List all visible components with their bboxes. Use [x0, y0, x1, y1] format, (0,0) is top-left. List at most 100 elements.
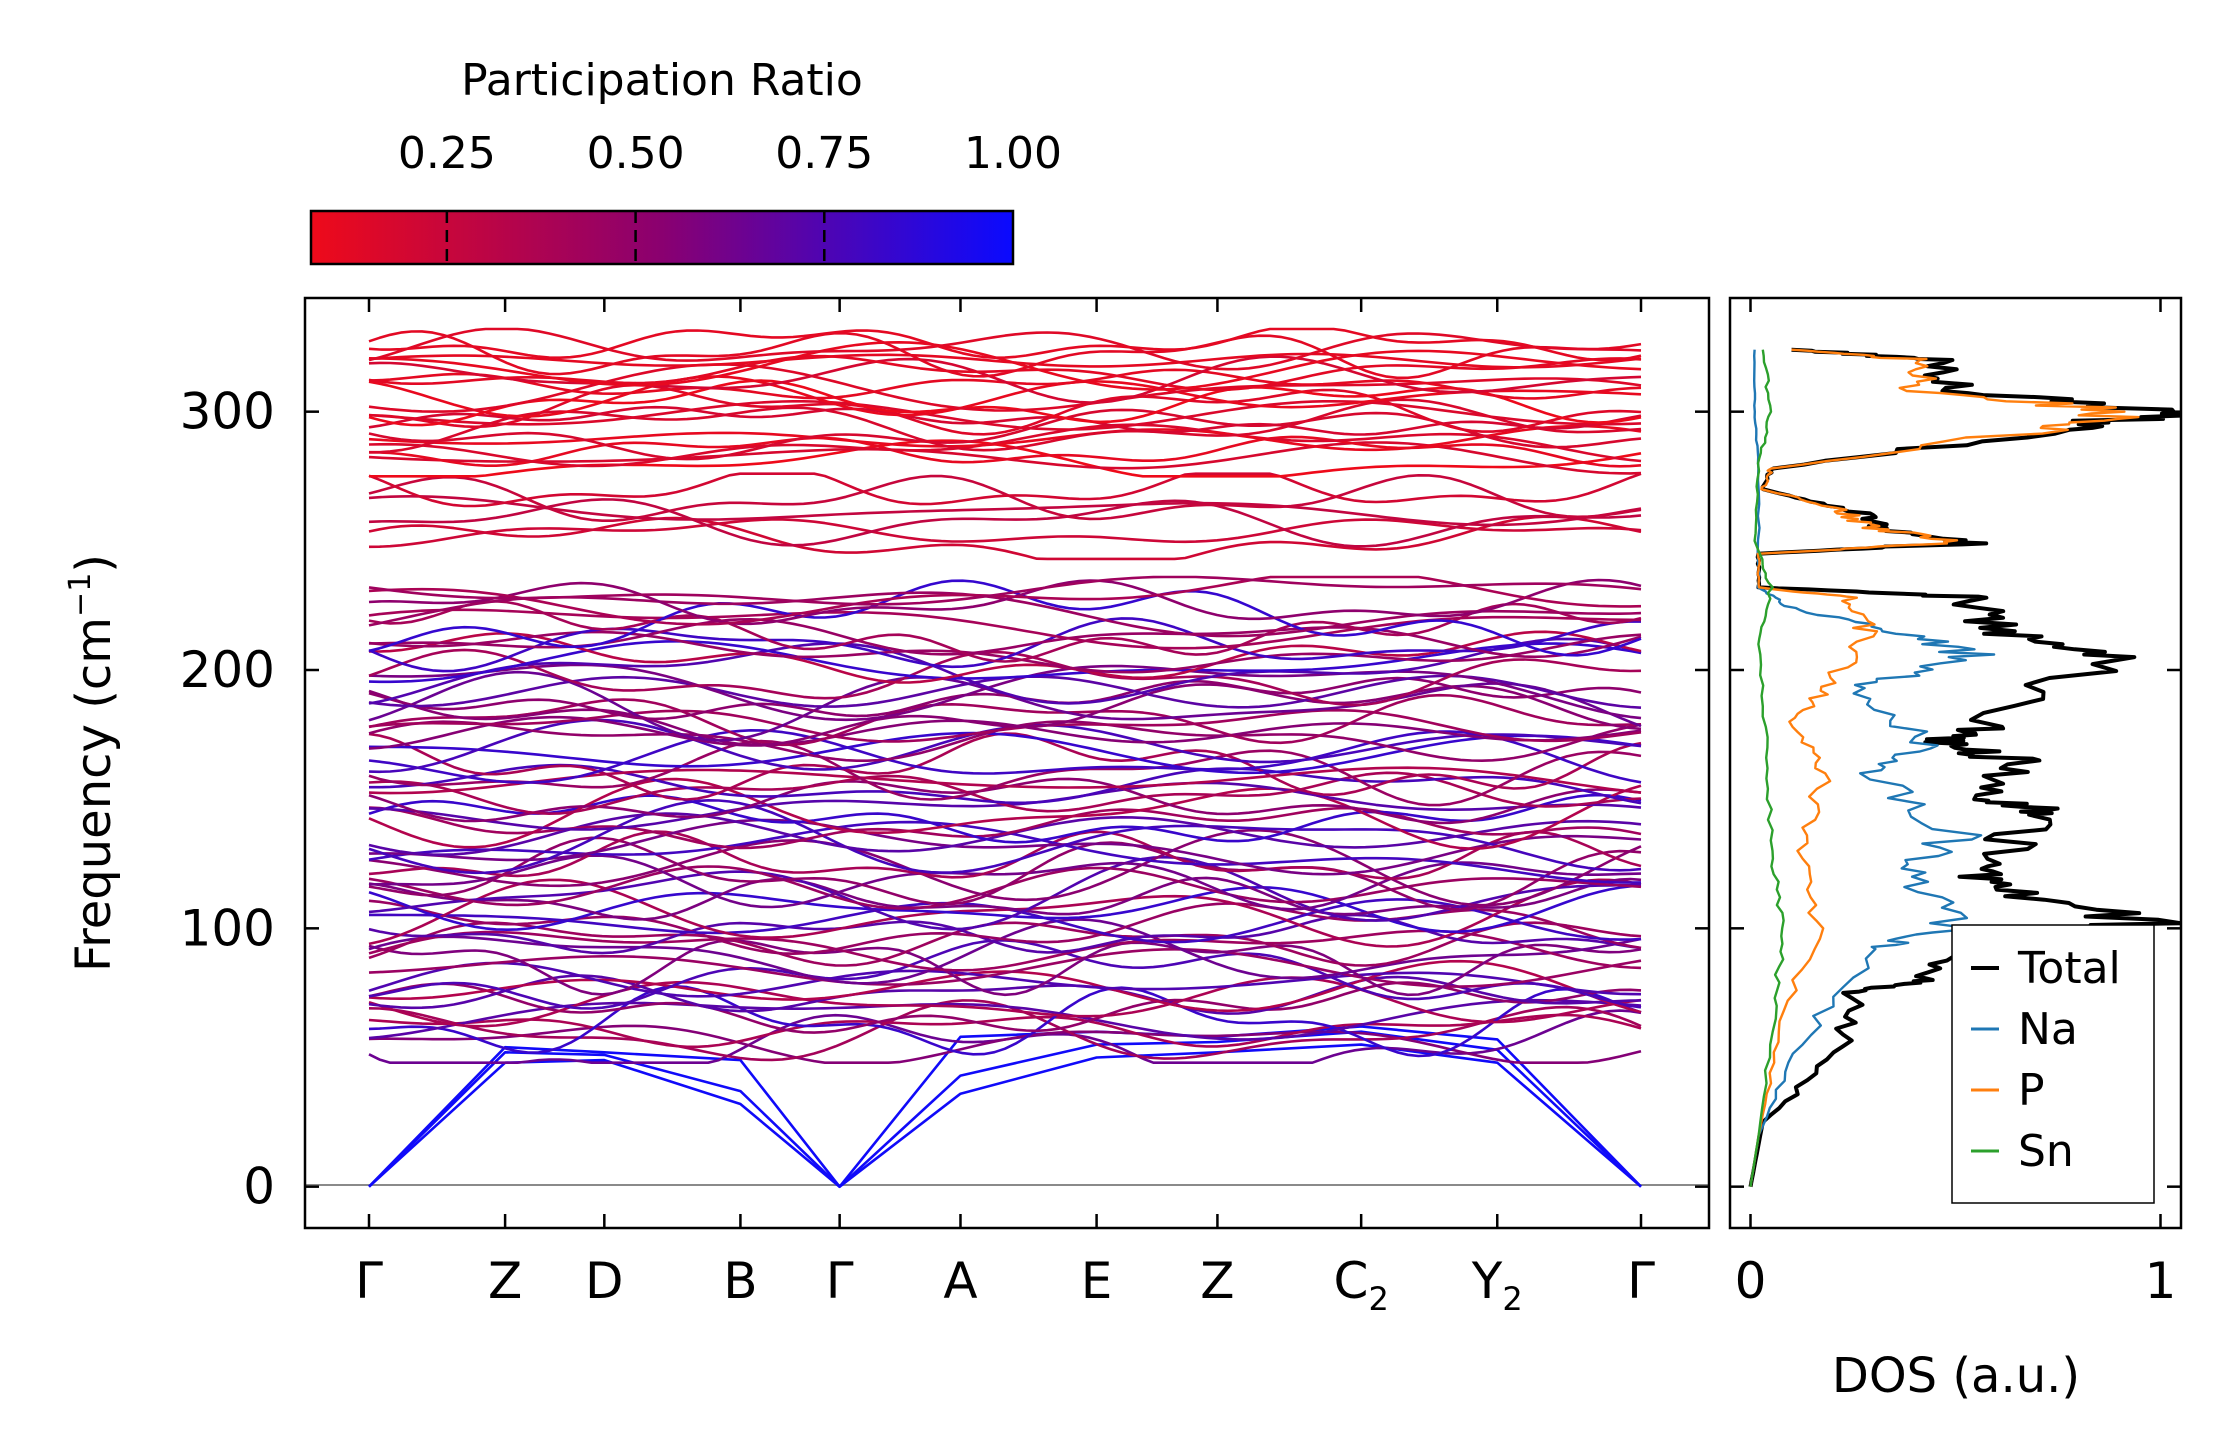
optical-band-81	[369, 398, 1642, 454]
colorbar-tick-label-2: 0.75	[775, 128, 873, 179]
optical-band-44	[368, 731, 1642, 775]
optical-band-25	[368, 854, 1642, 911]
optical-band-55	[368, 648, 1642, 707]
k-point-label-8: C2	[1334, 1252, 1389, 1318]
optical-band-42	[368, 732, 1642, 801]
k-point-label-0: Γ	[355, 1252, 383, 1310]
optical-band-50	[368, 683, 1642, 747]
k-point-label-7: Z	[1200, 1252, 1234, 1310]
optical-band-30	[368, 818, 1642, 876]
optical-band-64	[368, 579, 1642, 657]
dos-x-tick-label-0: 0	[1735, 1252, 1767, 1310]
dos-legend: Total Na P Sn	[1951, 924, 2155, 1204]
k-point-label-5: A	[943, 1252, 977, 1310]
dos-panel-frame	[1728, 296, 2183, 1230]
colorbar-tick-label-1: 0.50	[587, 128, 685, 179]
y-tick-label-1: 100	[180, 899, 275, 957]
optical-band-76	[368, 441, 1642, 475]
optical-band-35	[368, 777, 1642, 850]
optical-band-66	[368, 578, 1642, 626]
optical-band-62	[368, 600, 1642, 663]
k-point-label-10: Γ	[1627, 1252, 1655, 1310]
optical-band-91	[368, 341, 1642, 391]
optical-band-26	[368, 836, 1642, 911]
k-point-letter-10: Γ	[1627, 1252, 1655, 1310]
phonon-bands	[368, 327, 1642, 1188]
optical-band-33	[368, 806, 1642, 850]
optical-band-31	[368, 799, 1642, 875]
optical-band-73	[368, 474, 1642, 522]
optical-band-10	[368, 961, 1642, 998]
optical-band-90	[368, 354, 1642, 392]
dos-x-axis-label: DOS (a.u.)	[1832, 1348, 2080, 1404]
optical-band-20	[368, 878, 1642, 948]
optical-band-85	[368, 379, 1642, 427]
y-tick-label-3: 300	[180, 383, 275, 441]
optical-band-74	[368, 472, 1642, 508]
y-axis-label: Frequency (cm−1)	[63, 554, 122, 972]
band-panel-frame	[303, 296, 1711, 1230]
dos-series-sn	[1749, 349, 1785, 1187]
optical-band-38	[368, 771, 1642, 815]
dos-series-p	[1749, 348, 2140, 1187]
optical-band-70	[368, 518, 1642, 549]
optical-band-17	[368, 913, 1642, 955]
k-point-letter-2: D	[585, 1252, 624, 1310]
k-point-letter-6: E	[1081, 1252, 1113, 1310]
k-point-letter-9: Y	[1471, 1252, 1503, 1310]
k-point-letter-8: C	[1334, 1252, 1369, 1310]
optical-band-82	[368, 405, 1642, 436]
legend-label-total: Total	[2017, 943, 2121, 994]
optical-band-77	[368, 435, 1642, 468]
y-tick-label-0: 0	[243, 1158, 275, 1216]
optical-band-28	[368, 830, 1642, 880]
colorbar-title: Participation Ratio	[461, 55, 863, 106]
legend-frame	[1951, 924, 2155, 1204]
optical-band-22	[368, 876, 1642, 921]
k-point-letter-4: Γ	[826, 1252, 854, 1310]
k-point-letter-5: A	[943, 1252, 977, 1310]
optical-band-84	[368, 383, 1642, 436]
optical-band-72	[368, 495, 1642, 527]
k-point-label-1: Z	[488, 1252, 522, 1310]
optical-band-9	[368, 959, 1642, 1014]
optical-band-13	[368, 939, 1642, 997]
optical-band-68	[368, 575, 1642, 606]
optical-band-52	[368, 676, 1642, 721]
y-axis-label-superscript: −1	[63, 573, 98, 617]
optical-band-57	[368, 640, 1642, 684]
optical-band-53	[368, 674, 1642, 709]
optical-band-69	[368, 515, 1642, 561]
optical-band-60	[368, 617, 1642, 673]
optical-band-93	[368, 330, 1642, 380]
legend-label-sn: Sn	[2018, 1126, 2074, 1177]
optical-band-27	[368, 829, 1642, 907]
optical-band-48	[368, 708, 1642, 743]
optical-band-71	[368, 498, 1642, 548]
colorbar-ticks: 0.25 0.50 0.75 1.00	[398, 128, 1062, 264]
colorbar-tick-label-3: 1.00	[964, 128, 1062, 179]
legend-label-p: P	[2018, 1065, 2045, 1116]
optical-band-95	[368, 327, 1642, 362]
acoustic-branch-2	[368, 1025, 1642, 1188]
legend-label-na: Na	[2018, 1004, 2078, 1055]
colorbar-tick-label-0: 0.25	[398, 128, 496, 179]
optical-band-94	[368, 327, 1642, 371]
optical-band-78	[368, 423, 1642, 468]
optical-band-6	[368, 981, 1642, 1034]
k-point-letter-3: B	[723, 1252, 757, 1310]
acoustic-branch-1	[368, 1030, 1642, 1188]
k-point-label-3: B	[723, 1252, 757, 1310]
optical-band-92	[368, 352, 1642, 369]
colorbar-gradient	[309, 209, 1015, 266]
optical-band-43	[368, 729, 1642, 784]
optical-band-3	[368, 1013, 1642, 1049]
k-point-label-9: Y2	[1471, 1252, 1523, 1318]
optical-band-21	[368, 884, 1642, 933]
k-point-letter-1: Z	[488, 1252, 522, 1310]
